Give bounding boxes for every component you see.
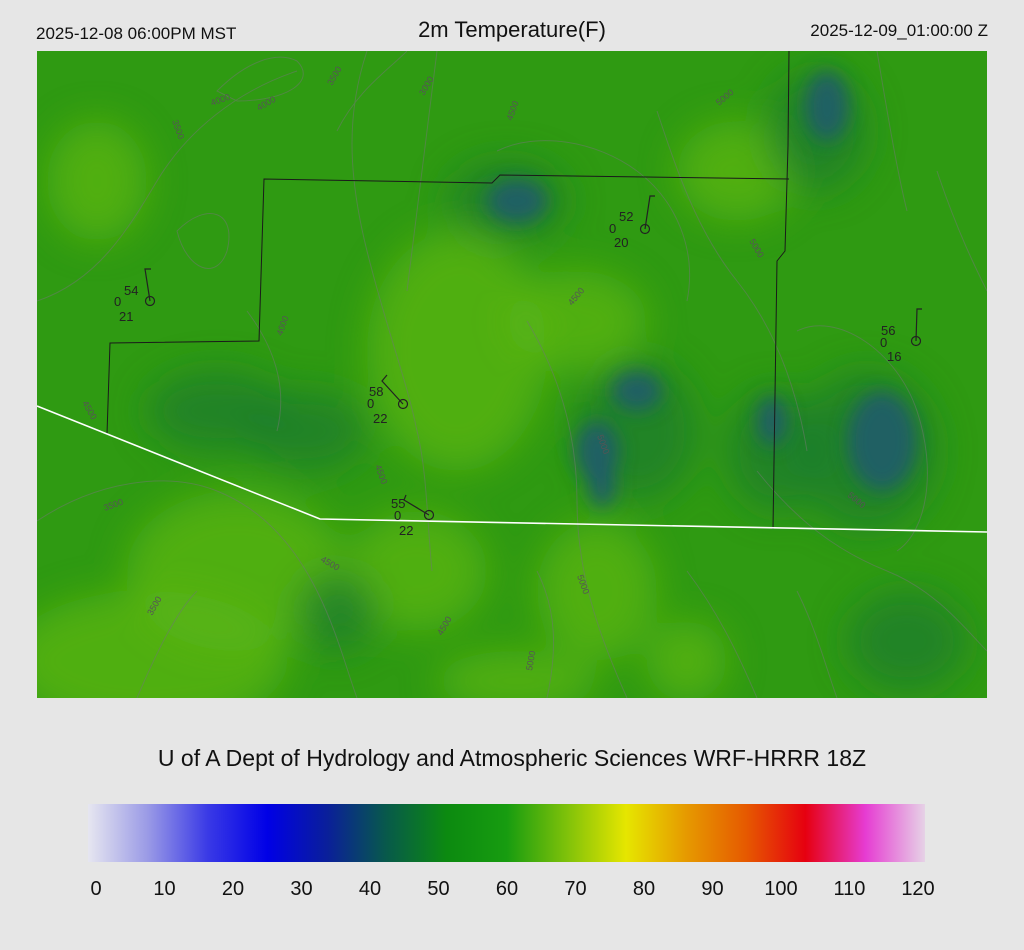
station-cloud-cover: 0	[609, 221, 616, 236]
county-borders	[106, 51, 790, 530]
temperature-map: 4000 4000 3500 3500 3000 4500 5000 4500 …	[37, 51, 987, 698]
station-dewpoint: 21	[119, 309, 133, 324]
station-cloud-cover: 0	[114, 294, 121, 309]
colorbar-tick: 100	[764, 878, 798, 900]
station-cloud-cover: 0	[367, 396, 374, 411]
temperature-colorbar	[88, 804, 925, 862]
station-cloud-cover: 0	[394, 508, 401, 523]
station-plot: 56 0 16	[880, 308, 922, 364]
colorbar-tick: 120	[901, 878, 935, 900]
station-dewpoint: 16	[887, 349, 901, 364]
model-credit: U of A Dept of Hydrology and Atmospheric…	[157, 745, 867, 771]
colorbar-tick: 80	[632, 878, 656, 900]
map-title: 2m Temperature(F)	[418, 17, 606, 42]
elevation-contours	[37, 51, 987, 698]
station-plot: 52 0 20	[609, 195, 655, 250]
colorbar-tick: 90	[701, 878, 724, 900]
colorbar-tick: 60	[495, 878, 519, 900]
contour-label: 5000	[524, 650, 537, 671]
station-plot: 58 0 22	[367, 374, 409, 426]
colorbar-tick: 110	[833, 878, 866, 900]
international-border	[37, 405, 987, 533]
colorbar-tick: 40	[358, 878, 382, 900]
local-time-label: 2025-12-08 06:00PM MST	[36, 24, 237, 43]
surface-stations: 54 0 21 52 0 20 58 0 22 55 0 22	[114, 195, 922, 538]
temperature-field	[37, 51, 987, 698]
station-dewpoint: 22	[399, 523, 413, 538]
colorbar-tick: 0	[90, 878, 102, 900]
station-dewpoint: 22	[373, 411, 387, 426]
colorbar-tick: 20	[221, 878, 245, 900]
station-plot: 55 0 22	[391, 494, 435, 538]
station-dewpoint: 20	[614, 235, 628, 250]
station-temperature: 55	[391, 496, 405, 511]
colorbar-tick: 50	[427, 878, 450, 900]
station-cloud-cover: 0	[880, 335, 887, 350]
valid-time-label: 2025-12-09_01:00:00 Z	[810, 21, 988, 40]
station-plot: 54 0 21	[114, 268, 156, 324]
colorbar-tick: 10	[153, 878, 176, 900]
colorbar-tick: 70	[564, 878, 587, 900]
colorbar-tick: 30	[290, 878, 313, 900]
station-temperature: 54	[124, 283, 138, 298]
station-temperature: 56	[881, 323, 895, 338]
station-temperature: 52	[619, 209, 633, 224]
station-temperature: 58	[369, 384, 383, 399]
